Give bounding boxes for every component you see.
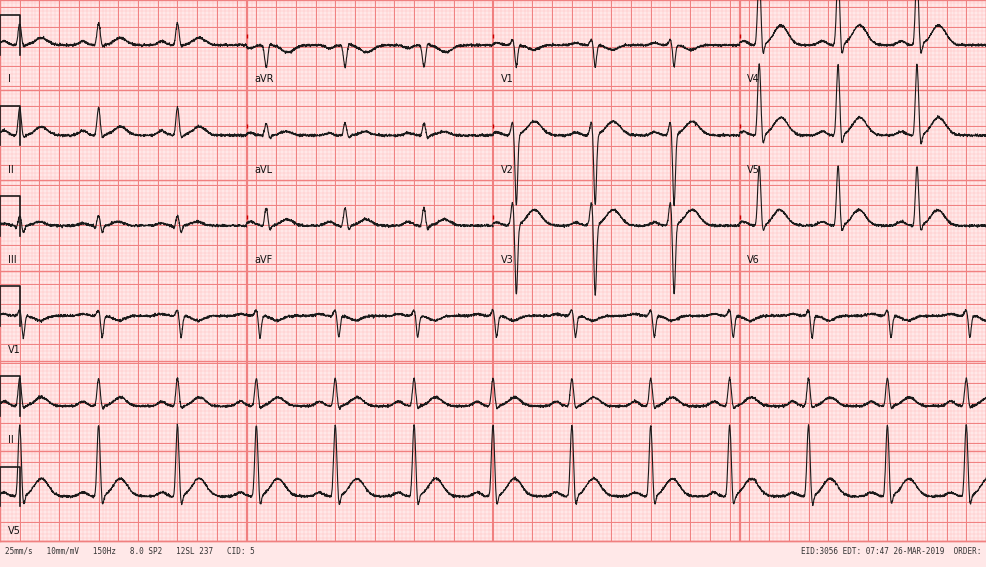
- Text: V2: V2: [501, 164, 514, 175]
- Text: 25mm/s   10mm/mV   150Hz   8.0 SP2   12SL 237   CID: 5: 25mm/s 10mm/mV 150Hz 8.0 SP2 12SL 237 CI…: [5, 547, 254, 556]
- Text: aVR: aVR: [254, 74, 274, 84]
- Text: V3: V3: [501, 255, 514, 265]
- Text: aVF: aVF: [254, 255, 273, 265]
- Text: V4: V4: [747, 74, 760, 84]
- Text: EID:3056 EDT: 07:47 26-MAR-2019  ORDER:: EID:3056 EDT: 07:47 26-MAR-2019 ORDER:: [801, 547, 981, 556]
- Text: V1: V1: [8, 345, 21, 355]
- Text: V1: V1: [501, 74, 514, 84]
- Text: aVL: aVL: [254, 164, 272, 175]
- Text: II: II: [8, 435, 14, 446]
- Text: V5: V5: [747, 164, 760, 175]
- Text: V6: V6: [747, 255, 760, 265]
- Text: III: III: [8, 255, 17, 265]
- Text: II: II: [8, 164, 14, 175]
- Text: V5: V5: [8, 526, 21, 536]
- Text: I: I: [8, 74, 11, 84]
